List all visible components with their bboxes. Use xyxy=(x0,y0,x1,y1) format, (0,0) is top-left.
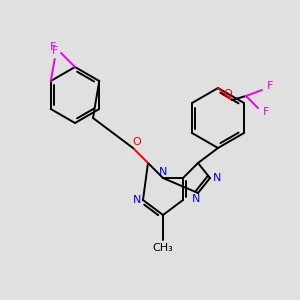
Text: CH₃: CH₃ xyxy=(153,243,173,253)
Text: O: O xyxy=(224,89,232,99)
Text: F: F xyxy=(263,107,269,117)
Text: F: F xyxy=(52,46,58,56)
Text: F: F xyxy=(267,81,273,91)
Text: N: N xyxy=(213,173,221,183)
Text: N: N xyxy=(133,195,141,205)
Text: F: F xyxy=(50,42,56,52)
Text: N: N xyxy=(192,194,200,204)
Text: N: N xyxy=(159,167,167,177)
Text: O: O xyxy=(133,137,141,147)
